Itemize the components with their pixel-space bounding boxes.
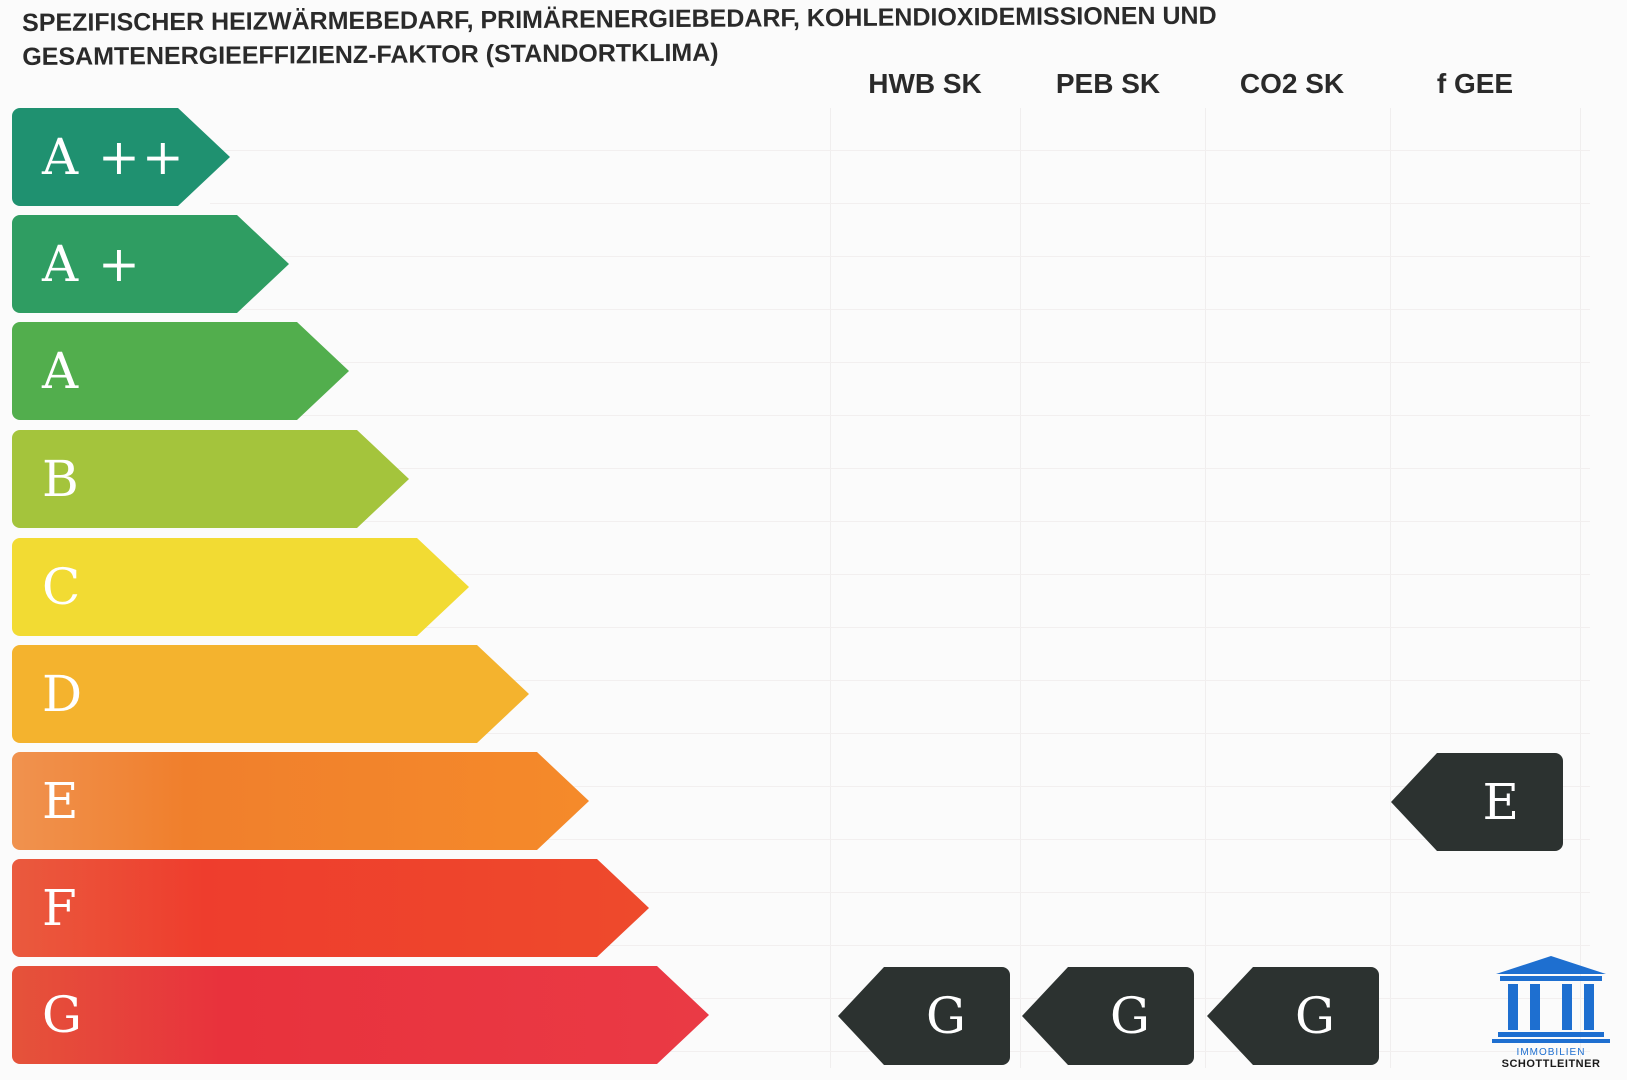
grid-line-horizontal: [210, 256, 1590, 257]
logo-text-schottleitner: SCHOTTLEITNER: [1501, 1058, 1601, 1070]
grid-line-horizontal: [210, 574, 1590, 575]
page-title: SPEZIFISCHER HEIZWÄRMEBEDARF, PRIMÄRENER…: [22, 0, 1462, 74]
grid-line-horizontal: [210, 362, 1590, 363]
column-header-peb-sk: PEB SK: [1055, 68, 1161, 99]
energy-class-a-plus-plus: A ++: [12, 108, 230, 206]
energy-class-c: C: [12, 538, 469, 636]
energy-class-label: C: [42, 558, 83, 616]
grid-line-vertical: [1205, 108, 1206, 1068]
column-header-co2-sk: CO2 SK: [1239, 68, 1345, 99]
grid-line-horizontal: [210, 945, 1590, 946]
energy-class-b: B: [12, 430, 409, 528]
energy-class-g: G: [12, 966, 709, 1064]
energy-class-label: E: [42, 772, 81, 830]
grid-line-horizontal: [210, 150, 1590, 151]
grid-line-vertical: [1390, 108, 1391, 1068]
energy-class-label: G: [42, 986, 84, 1044]
grid-line-vertical: [1020, 108, 1021, 1068]
rating-label: G: [1110, 987, 1150, 1045]
grid-line-horizontal: [210, 892, 1590, 893]
grid-line-horizontal: [210, 521, 1590, 522]
grid-line-vertical: [1580, 108, 1581, 1068]
energy-class-f: F: [12, 859, 649, 957]
rating-label: E: [1482, 773, 1520, 831]
energy-class-a-plus: A +: [12, 215, 289, 313]
energy-class-label: A ++: [42, 128, 186, 186]
grid-line-horizontal: [210, 309, 1590, 310]
building-columns-icon: [1492, 956, 1610, 1043]
energy-class-label: F: [42, 879, 79, 937]
rating-label: G: [926, 987, 966, 1045]
column-header-f-gee: f GEE: [1436, 68, 1514, 99]
rating-label: G: [1295, 987, 1335, 1045]
grid-line-horizontal: [210, 203, 1590, 204]
grid-line-horizontal: [210, 839, 1590, 840]
company-logo: IMMOBILIEN SCHOTTLEITNER: [1490, 952, 1612, 1072]
energy-class-e: E: [12, 752, 589, 850]
grid-line-horizontal: [210, 680, 1590, 681]
grid-line-horizontal: [210, 415, 1590, 416]
grid-line-horizontal: [210, 733, 1590, 734]
energy-class-label: D: [42, 665, 85, 723]
energy-class-a: A: [12, 322, 349, 420]
energy-class-d: D: [12, 645, 529, 743]
grid-line-horizontal: [210, 468, 1590, 469]
energy-class-label: B: [42, 450, 81, 508]
column-header-hwb-sk: HWB SK: [868, 68, 982, 99]
rating-indicator-f-gee: E: [1391, 753, 1563, 851]
energy-class-label: A: [42, 342, 81, 400]
grid-line-horizontal: [210, 786, 1590, 787]
energy-class-label: A +: [42, 235, 142, 293]
grid-line-vertical: [830, 108, 831, 1068]
grid-line-horizontal: [210, 627, 1590, 628]
logo-text-immobilien: IMMOBILIEN: [1516, 1047, 1586, 1058]
